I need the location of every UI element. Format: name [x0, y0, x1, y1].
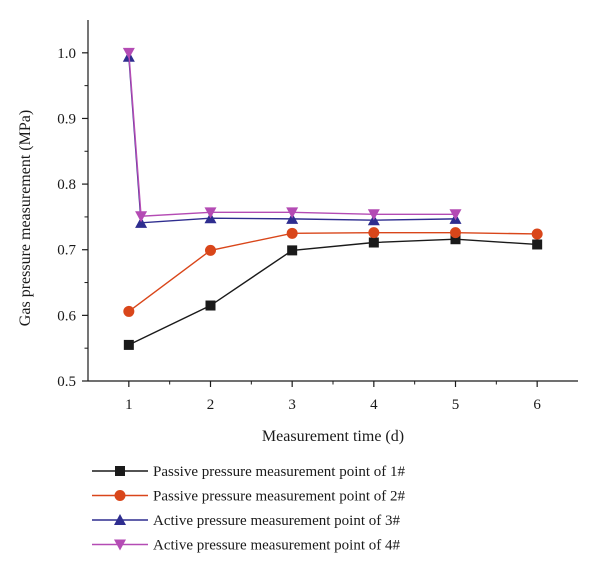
data-point — [135, 211, 148, 223]
data-point — [368, 237, 379, 248]
legend-item: Active pressure measurement point of 4# — [92, 538, 401, 554]
series-line — [128, 231, 538, 312]
data-point — [531, 228, 543, 240]
y-tick-label: 0.7 — [57, 243, 76, 259]
data-point — [450, 234, 461, 245]
series-2 — [123, 227, 543, 317]
legend-label: Passive pressure measurement point of 2# — [153, 489, 406, 505]
x-axis-label: Measurement time (d) — [262, 428, 404, 445]
x-tick-label: 1 — [125, 397, 133, 413]
series-3 — [122, 50, 462, 228]
y-tick-label: 1.0 — [57, 46, 76, 62]
axis-ticks: 1 2 3 4 5 6 0.5 0.6 0.7 0.8 0.9 1.0 — [57, 46, 541, 413]
data-point — [123, 339, 134, 350]
data-point — [205, 244, 216, 256]
data-point — [286, 212, 299, 224]
x-tick-label: 2 — [207, 397, 215, 413]
y-tick-label: 0.8 — [57, 177, 76, 193]
series-line — [128, 238, 538, 346]
legend-item: Passive pressure measurement point of 2# — [92, 489, 406, 505]
x-tick-label: 6 — [533, 397, 541, 413]
legend-marker — [114, 539, 126, 551]
legend: Passive pressure measurement point of 1#… — [92, 464, 406, 554]
data-point — [122, 47, 135, 59]
legend-marker — [115, 466, 125, 476]
data-point — [449, 209, 462, 221]
data-point — [123, 305, 135, 317]
y-tick-label: 0.5 — [57, 374, 76, 390]
data-point — [135, 216, 148, 228]
y-axis-label: Gas pressure measurement (MPa) — [17, 110, 34, 326]
x-tick-label: 5 — [452, 397, 460, 413]
y-tick-label: 0.6 — [57, 308, 76, 324]
x-tick-label: 4 — [370, 397, 378, 413]
legend-item: Passive pressure measurement point of 1# — [92, 464, 406, 480]
series-line — [128, 52, 456, 217]
data-point — [286, 207, 299, 219]
legend-marker — [114, 490, 126, 501]
data-point — [205, 300, 216, 311]
plot-frame — [87, 20, 578, 382]
series-layer — [122, 47, 543, 350]
data-point — [286, 227, 298, 239]
legend-marker — [114, 514, 126, 525]
data-point — [368, 227, 380, 239]
series-1 — [123, 234, 543, 350]
legend-item: Active pressure measurement point of 3# — [92, 513, 401, 529]
legend-label: Active pressure measurement point of 4# — [153, 538, 401, 554]
series-4 — [122, 47, 462, 223]
data-point — [450, 227, 461, 239]
y-tick-label: 0.9 — [57, 111, 76, 127]
x-tick-label: 3 — [288, 397, 296, 413]
data-point — [287, 245, 298, 256]
data-point — [532, 239, 543, 250]
legend-label: Passive pressure measurement point of 1# — [153, 464, 406, 480]
data-point — [204, 207, 217, 219]
series-line — [128, 56, 456, 224]
data-point — [367, 209, 380, 221]
legend-label: Active pressure measurement point of 3# — [153, 513, 401, 529]
